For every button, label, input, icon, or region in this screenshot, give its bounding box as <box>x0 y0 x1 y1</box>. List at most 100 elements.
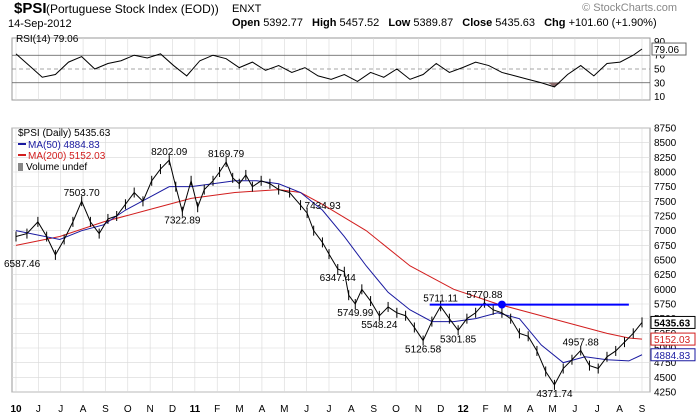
ma200-value-box <box>650 332 696 346</box>
y-tick-label: 8500 <box>654 138 677 149</box>
y-tick-label: 6000 <box>654 285 677 296</box>
x-tick-label: D <box>169 404 176 415</box>
x-tick-label: F <box>214 404 220 415</box>
ma200-legend: MA(200) 5152.03 <box>28 151 106 162</box>
stockcharts-watermark: © StockCharts.com <box>582 2 677 14</box>
x-tick-label: J <box>58 404 63 415</box>
y-tick-label: 5750 <box>654 300 677 311</box>
x-tick-label: A <box>616 404 623 415</box>
x-tick-label: S <box>639 404 646 415</box>
x-tick-label: A <box>527 404 534 415</box>
x-tick-label: O <box>392 404 400 415</box>
price-annotation: 6347.44 <box>320 273 357 284</box>
price-annotation: 4371.74 <box>536 389 573 400</box>
exchange-label: ENXT <box>232 3 262 15</box>
symbol-label: $PSI <box>14 0 47 17</box>
price-legend: $PSI (Daily) 5435.63 <box>18 128 111 139</box>
y-tick-label: 8250 <box>654 153 677 164</box>
x-tick-label: S <box>370 404 377 415</box>
x-tick-label: A <box>348 404 355 415</box>
rsi-legend: RSI(14) 79.06 <box>16 34 79 45</box>
x-tick-label: J <box>572 404 577 415</box>
price-series-line <box>15 159 643 386</box>
x-tick-label: A <box>80 404 87 415</box>
price-annotation: 5711.11 <box>423 293 458 304</box>
x-tick-label: M <box>548 404 556 415</box>
ma50-series-line <box>15 180 643 364</box>
last-price-text: 5435.63 <box>654 318 691 329</box>
trendline-marker <box>497 300 506 309</box>
price-annotation: 6587.46 <box>4 259 41 270</box>
volume-legend-swatch <box>18 163 23 171</box>
x-tick-label: M <box>235 404 243 415</box>
ohlc-summary: Open 5392.77 High 5457.52 Low 5389.87 Cl… <box>232 17 663 29</box>
y-tick-label: 6750 <box>654 241 677 252</box>
price-annotation: 7322.89 <box>164 216 201 227</box>
y-tick-label: 7250 <box>654 212 677 223</box>
rsi-tick-label: 30 <box>654 78 666 89</box>
high-label: High <box>312 17 337 29</box>
price-annotation: 4957.88 <box>563 337 600 348</box>
rsi-value-text: 79.06 <box>654 45 679 56</box>
close-label: Close <box>462 17 493 29</box>
price-annotation: 5548.24 <box>361 320 398 331</box>
rsi-tick-label: 70 <box>654 51 666 62</box>
change-value: +101.60 (+1.90%) <box>568 17 657 29</box>
x-tick-label: F <box>482 404 488 415</box>
price-annotation: 7434.93 <box>305 201 342 212</box>
y-tick-label: 6500 <box>654 256 677 267</box>
x-tick-label: J <box>304 404 309 415</box>
low-value: 5389.87 <box>413 17 454 29</box>
change-label: Chg <box>544 17 566 29</box>
rsi-tick-label: 90 <box>654 37 666 48</box>
ma200-series-line <box>15 189 643 340</box>
price-annotation: 5770.88 <box>466 290 503 301</box>
y-tick-label: 7500 <box>654 197 677 208</box>
high-value: 5457.52 <box>339 17 380 29</box>
ma50-value-text: 4884.83 <box>654 351 691 362</box>
x-tick-label: N <box>415 404 422 415</box>
last-price-box <box>650 315 696 329</box>
x-tick-label: M <box>280 404 288 415</box>
y-tick-label: 7750 <box>654 182 677 193</box>
close-value: 5435.63 <box>495 17 536 29</box>
ma50-value-box <box>650 348 696 362</box>
rsi-tick-label: 50 <box>654 65 666 76</box>
volume-legend: Volume undef <box>26 162 87 173</box>
y-tick-label: 4250 <box>654 388 677 399</box>
price-annotation: 5749.99 <box>337 308 374 319</box>
y-tick-label: 4500 <box>654 373 677 384</box>
ma200-value-text: 5152.03 <box>654 335 691 346</box>
low-label: Low <box>388 17 411 29</box>
x-tick-label: 11 <box>190 404 201 415</box>
y-tick-label: 4750 <box>654 358 677 369</box>
open-label: Open <box>232 17 261 29</box>
y-tick-label: 6250 <box>654 270 677 281</box>
x-tick-label: 12 <box>458 404 470 415</box>
x-tick-label: J <box>36 404 41 415</box>
chart-header: $PSI (Portuguese Stock Index (EOD)) ENXT… <box>0 0 697 34</box>
rsi-line <box>15 48 643 88</box>
price-annotation: 7503.70 <box>64 188 101 199</box>
x-tick-label: S <box>102 404 109 415</box>
rsi-value-tag <box>651 42 687 56</box>
x-tick-label: D <box>437 404 444 415</box>
ma50-legend: MA(50) 4884.83 <box>28 140 100 151</box>
y-tick-label: 8000 <box>654 168 677 179</box>
x-tick-label: M <box>504 404 512 415</box>
x-tick-label: A <box>259 404 266 415</box>
x-tick-label: J <box>595 404 600 415</box>
price-annotation: 8202.09 <box>151 147 188 158</box>
index-name: (Portuguese Stock Index (EOD)) <box>46 2 219 16</box>
x-tick-label: N <box>147 404 154 415</box>
x-tick-label: 10 <box>10 404 22 415</box>
price-annotation: 8169.79 <box>208 149 245 160</box>
x-tick-label: J <box>327 404 332 415</box>
y-tick-label: 7000 <box>654 226 677 237</box>
price-annotation: 5301.85 <box>440 334 477 345</box>
y-tick-label: 8750 <box>654 124 677 135</box>
date-label: 14-Sep-2012 <box>8 18 72 30</box>
x-tick-label: O <box>124 404 132 415</box>
price-annotation: 5126.58 <box>405 345 442 356</box>
